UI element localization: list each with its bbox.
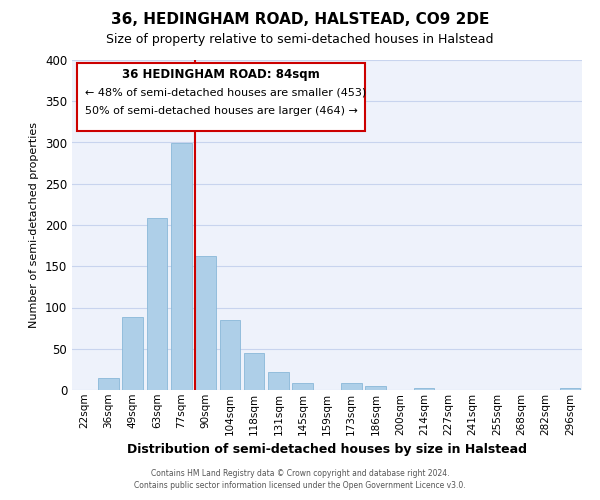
Bar [146,218,167,390]
Bar [244,353,265,390]
Bar [171,144,191,390]
Text: 36 HEDINGHAM ROAD: 84sqm: 36 HEDINGHAM ROAD: 84sqm [122,68,320,81]
Bar [220,320,240,390]
FancyBboxPatch shape [77,64,365,131]
Text: Contains HM Land Registry data © Crown copyright and database right 2024.: Contains HM Land Registry data © Crown c… [151,468,449,477]
Bar [365,386,386,390]
Text: 50% of semi-detached houses are larger (464) →: 50% of semi-detached houses are larger (… [85,106,358,116]
Bar [341,384,362,390]
Text: ← 48% of semi-detached houses are smaller (453): ← 48% of semi-detached houses are smalle… [85,88,366,98]
Text: Contains public sector information licensed under the Open Government Licence v3: Contains public sector information licen… [134,481,466,490]
Bar [98,378,119,390]
X-axis label: Distribution of semi-detached houses by size in Halstead: Distribution of semi-detached houses by … [127,443,527,456]
Bar [195,256,216,390]
Bar [414,388,434,390]
Bar [560,388,580,390]
Text: Size of property relative to semi-detached houses in Halstead: Size of property relative to semi-detach… [106,32,494,46]
Text: 36, HEDINGHAM ROAD, HALSTEAD, CO9 2DE: 36, HEDINGHAM ROAD, HALSTEAD, CO9 2DE [111,12,489,28]
Bar [268,372,289,390]
Bar [292,384,313,390]
Bar [122,318,143,390]
Y-axis label: Number of semi-detached properties: Number of semi-detached properties [29,122,40,328]
